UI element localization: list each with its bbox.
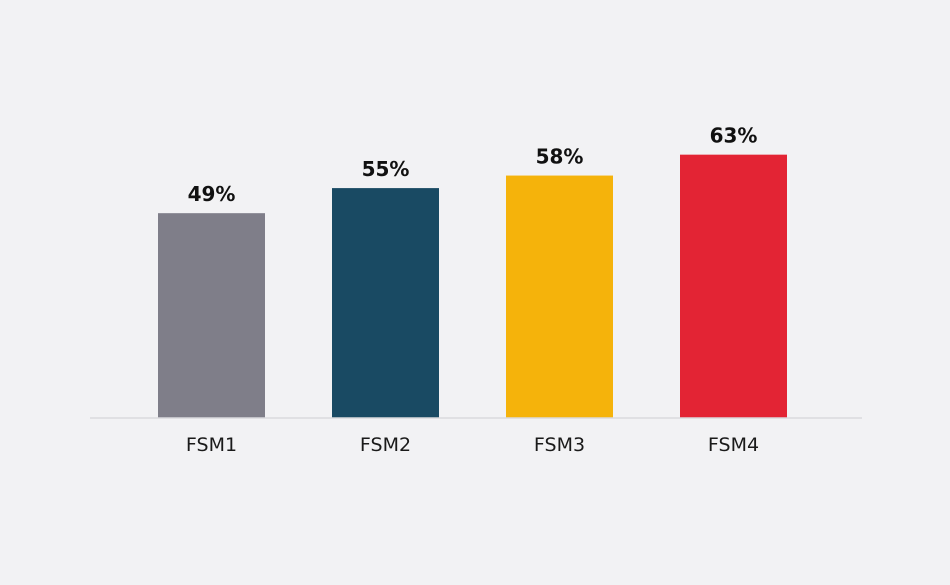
value-label-fsm1: 49% <box>188 182 236 206</box>
category-label-fsm1: FSM1 <box>186 434 237 456</box>
category-label-fsm4: FSM4 <box>708 434 759 456</box>
value-label-fsm4: 63% <box>710 124 758 148</box>
bar-fsm3 <box>506 175 613 418</box>
bar-fsm4 <box>680 154 787 418</box>
bar-fsm1 <box>158 213 265 418</box>
bars-layer <box>158 154 787 418</box>
category-label-fsm3: FSM3 <box>534 434 585 456</box>
category-label-fsm2: FSM2 <box>360 434 411 456</box>
labels-layer: 49% FSM1 55% FSM2 58% FSM3 63% FSM4 <box>186 124 759 456</box>
bar-fsm2 <box>332 188 439 418</box>
value-label-fsm3: 58% <box>536 145 584 169</box>
value-label-fsm2: 55% <box>362 157 410 181</box>
